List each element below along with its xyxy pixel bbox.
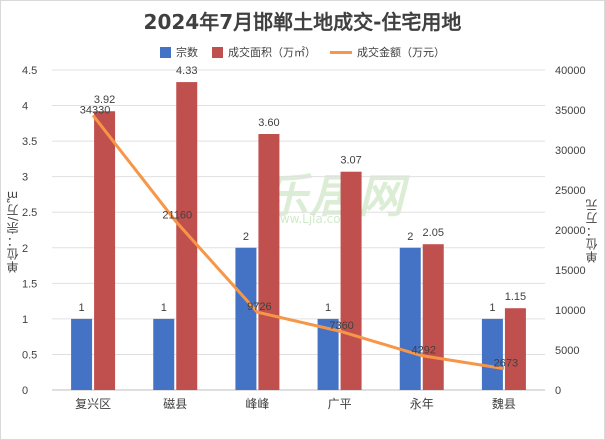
y-right-tick-label: 20000 — [555, 225, 586, 237]
bar-count — [71, 318, 93, 390]
data-label-count: 1 — [79, 302, 85, 314]
y-left-tick-label: 2.5 — [22, 207, 37, 219]
data-label-count: 2 — [407, 231, 413, 243]
data-label-area: 1.15 — [505, 291, 526, 303]
y-left-tick-label: 3.5 — [22, 136, 37, 148]
legend-label-amount: 成交金额（万元） — [357, 46, 445, 59]
data-label-area: 3.07 — [340, 155, 361, 167]
bar-count — [235, 247, 257, 390]
legend-item-amount: 成交金额（万元） — [330, 44, 445, 60]
y-left-tick-label: 4 — [22, 101, 28, 113]
bar-count — [399, 247, 421, 390]
legend-swatch-amount — [330, 50, 352, 54]
x-tick-label: 永年 — [410, 397, 434, 411]
data-label-amount: 7360 — [329, 320, 353, 332]
chart-legend: 宗数 成交面积（万㎡） 成交金额（万元） — [0, 44, 605, 60]
y-left-tick-label: 1.5 — [22, 278, 37, 290]
x-tick-label: 广平 — [328, 397, 352, 411]
data-label-amount: 2673 — [494, 358, 518, 370]
data-label-count: 2 — [243, 231, 249, 243]
y-left-tick-label: 0 — [22, 385, 28, 397]
bar-area — [176, 82, 198, 390]
bar-count — [481, 318, 503, 390]
chart-title: 2024年7月邯郸土地成交-住宅用地 — [143, 10, 462, 34]
bar-area — [340, 171, 362, 390]
y-right-tick-label: 30000 — [555, 145, 586, 157]
bar-count — [153, 318, 175, 390]
y-left-tick-label: 1 — [22, 314, 28, 326]
data-label-count: 1 — [161, 302, 167, 314]
y-right-tick-label: 5000 — [555, 345, 579, 357]
legend-item-count: 宗数 — [160, 44, 198, 60]
x-tick-label: 复兴区 — [75, 397, 111, 411]
y-right-tick-label: 0 — [555, 385, 561, 397]
legend-label-area: 成交面积（万㎡） — [228, 46, 316, 59]
bar-area — [94, 111, 116, 390]
y-left-tick-label: 3 — [22, 172, 28, 184]
y-right-tick-label: 10000 — [555, 305, 586, 317]
legend-label-count: 宗数 — [176, 46, 198, 59]
bar-area — [422, 244, 444, 390]
bar-count — [317, 318, 339, 390]
data-label-count: 1 — [489, 302, 495, 314]
y-right-tick-label: 35000 — [555, 105, 586, 117]
legend-swatch-area — [212, 46, 223, 58]
data-label-area: 3.92 — [94, 94, 115, 106]
y-right-tick-label: 25000 — [555, 185, 586, 197]
y-right-tick-label: 40000 — [555, 65, 586, 77]
x-tick-label: 峰峰 — [245, 397, 269, 411]
x-tick-label: 魏县 — [492, 396, 516, 411]
line-amount — [91, 114, 505, 371]
data-label-area: 3.60 — [258, 117, 279, 129]
legend-item-area: 成交面积（万㎡） — [212, 44, 316, 60]
data-label-amount: 21160 — [162, 210, 192, 222]
data-label-area: 2.05 — [423, 227, 444, 239]
y-left-tick-label: 2 — [22, 243, 28, 255]
y-left-tick-label: 0.5 — [22, 349, 37, 361]
bar-area — [258, 134, 280, 390]
data-label-amount: 4292 — [412, 345, 436, 357]
data-label-count: 1 — [325, 302, 331, 314]
data-label-area: 4.33 — [176, 65, 197, 77]
watermark-logo-text: 乐居网 — [262, 169, 406, 223]
data-label-amount: 34330 — [80, 104, 111, 116]
y-right-tick-label: 15000 — [555, 265, 586, 277]
legend-swatch-count — [160, 46, 171, 58]
data-label-amount: 9726 — [247, 301, 271, 313]
watermark-url: www.Ljia.com — [270, 212, 353, 226]
bar-area — [504, 308, 526, 390]
y-left-tick-label: 4.5 — [22, 65, 37, 77]
x-tick-label: 磁县 — [163, 396, 187, 411]
